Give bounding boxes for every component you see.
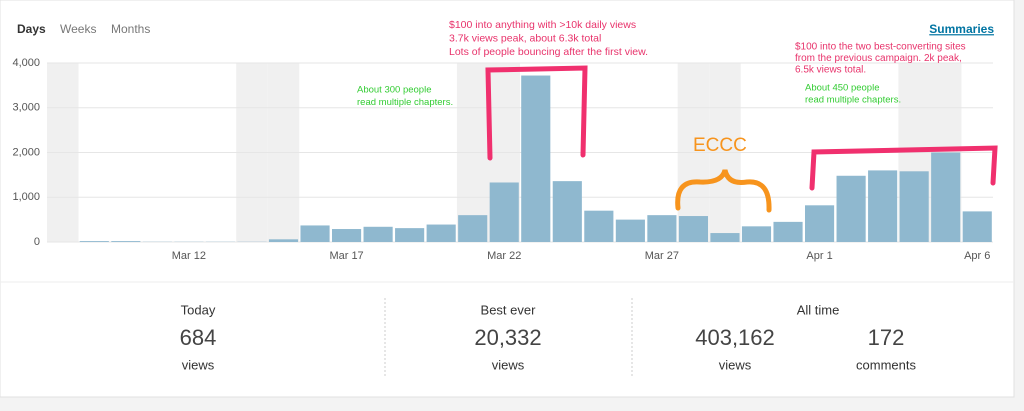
bar bbox=[900, 171, 929, 242]
bar bbox=[269, 239, 298, 242]
bar bbox=[773, 222, 802, 242]
stat-unit: views bbox=[492, 357, 525, 372]
tab[interactable]: Days bbox=[17, 22, 46, 36]
x-tick-label: Mar 27 bbox=[645, 250, 679, 262]
bar bbox=[647, 215, 676, 242]
bar bbox=[616, 220, 645, 242]
stat-number: 20,332 bbox=[474, 325, 541, 350]
summaries-link[interactable]: Summaries bbox=[929, 22, 994, 36]
bar bbox=[584, 211, 613, 242]
bar bbox=[395, 228, 424, 242]
stat-unit: views bbox=[182, 357, 215, 372]
stat-label: All time bbox=[797, 302, 840, 317]
annotation: About 300 people bbox=[357, 85, 431, 96]
bar bbox=[868, 170, 897, 242]
stat-label: Today bbox=[181, 302, 216, 317]
bar bbox=[300, 225, 329, 242]
bar bbox=[458, 215, 487, 242]
stat-number: 684 bbox=[180, 325, 217, 350]
stat-unit: views bbox=[719, 357, 752, 372]
tab[interactable]: Months bbox=[111, 22, 150, 36]
bar bbox=[521, 76, 550, 242]
stat-number: 403,162 bbox=[695, 325, 775, 350]
bar bbox=[837, 176, 866, 242]
stat-number: 172 bbox=[868, 325, 905, 350]
y-tick-label: 2,000 bbox=[12, 146, 40, 158]
annotation: $100 into anything with >10k daily views bbox=[449, 19, 636, 31]
bar bbox=[963, 211, 992, 242]
annotation: ECCC bbox=[693, 135, 747, 156]
x-tick-label: Mar 17 bbox=[329, 250, 363, 262]
bar bbox=[80, 241, 109, 242]
tab[interactable]: Weeks bbox=[60, 22, 96, 36]
annotation: Lots of people bouncing after the first … bbox=[449, 46, 648, 58]
bar bbox=[710, 233, 739, 242]
bar bbox=[931, 153, 960, 243]
x-tick-label: Mar 22 bbox=[487, 250, 521, 262]
bar bbox=[553, 181, 582, 242]
stat-unit: comments bbox=[856, 357, 916, 372]
bar bbox=[364, 227, 393, 242]
bar bbox=[805, 205, 834, 242]
annotation: 6.5k views total. bbox=[795, 65, 866, 76]
annotation: from the previous campaign. 2k peak, bbox=[795, 53, 962, 64]
bar bbox=[679, 216, 708, 242]
bar bbox=[490, 182, 519, 242]
annotation: About 450 people bbox=[805, 83, 879, 94]
x-tick-label: Apr 1 bbox=[806, 250, 832, 262]
annotation: $100 into the two best-converting sites bbox=[795, 42, 966, 53]
bar bbox=[332, 229, 361, 242]
y-tick-label: 1,000 bbox=[12, 191, 40, 203]
y-tick-label: 0 bbox=[34, 236, 40, 248]
y-tick-label: 3,000 bbox=[12, 102, 40, 114]
stat-label: Best ever bbox=[481, 302, 537, 317]
x-tick-label: Mar 12 bbox=[172, 250, 206, 262]
annotation: 3.7k views peak, about 6.3k total bbox=[449, 32, 601, 44]
bar bbox=[427, 225, 456, 242]
annotation: read multiple chapters. bbox=[805, 95, 901, 106]
x-tick-label: Apr 6 bbox=[964, 250, 990, 262]
annotation: read multiple chapters. bbox=[357, 97, 453, 108]
bar bbox=[742, 226, 771, 242]
bar bbox=[111, 241, 140, 242]
y-tick-label: 4,000 bbox=[12, 57, 40, 69]
